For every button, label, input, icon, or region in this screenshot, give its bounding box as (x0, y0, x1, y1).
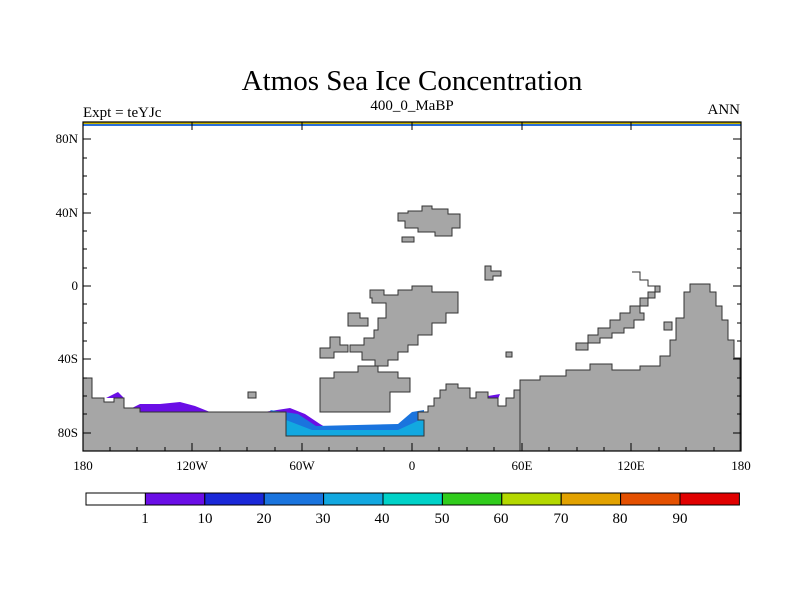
y-tick-label: 0 (72, 278, 79, 293)
colorbar-swatch (263, 492, 325, 506)
landmass-east-chain (575, 271, 661, 351)
colorbar-swatch (382, 492, 443, 506)
y-tick-label: 80N (56, 131, 79, 146)
x-tick-label: 180 (731, 458, 751, 473)
island-north-small (401, 236, 415, 243)
colorbar-swatch (679, 492, 740, 506)
island-south-small (247, 391, 257, 399)
x-axis-ticks (109, 122, 715, 451)
x-tick-label: 0 (409, 458, 416, 473)
colorbar-swatch (441, 492, 503, 506)
colorbar-label: 90 (673, 511, 688, 527)
sea-ice-center-fringe (270, 410, 424, 432)
landmass-south-block (319, 365, 411, 413)
period-label: 400_0_MaBP (370, 98, 453, 114)
colorbar-swatch (323, 492, 384, 506)
colorbar-label: 1 (141, 511, 149, 527)
colorbar-swatch (620, 492, 681, 506)
colorbar-label: 40 (375, 511, 390, 527)
map-plot-area: 80N 40N 0 40S 80S 180 120W 60W 0 60E 120… (56, 121, 751, 473)
colorbar-labels: 1 10 20 30 40 50 60 70 80 90 (141, 511, 687, 527)
island-tiny (505, 351, 513, 358)
colorbar-boxes (85, 492, 740, 506)
colorbar-swatch (144, 492, 206, 506)
landmass-central (349, 285, 459, 367)
colorbar-label: 20 (257, 511, 272, 527)
season-label: ANN (708, 102, 741, 118)
y-tick-label: 40S (58, 351, 78, 366)
colorbar-legend: 1 10 20 30 40 50 60 70 80 90 (85, 492, 740, 527)
landmass-southern-ribbon (82, 377, 521, 452)
colorbar-label: 80 (613, 511, 628, 527)
colorbar-swatch (560, 492, 622, 506)
colorbar-label: 30 (316, 511, 331, 527)
colorbar-label: 10 (198, 511, 213, 527)
y-axis-ticks (83, 138, 741, 434)
x-axis-labels: 180 120W 60W 0 60E 120E 180 (73, 458, 751, 473)
island-west-a (347, 312, 369, 327)
x-tick-label: 120W (176, 458, 209, 473)
sea-ice-center (286, 418, 424, 436)
colorbar-swatch (85, 492, 146, 506)
y-axis-labels: 80N 40N 0 40S 80S (56, 131, 79, 440)
island-mid-small (484, 265, 502, 281)
y-tick-label: 80S (58, 425, 78, 440)
landmass-east-large (519, 283, 741, 452)
island-west-b (319, 336, 349, 359)
island-east-small (663, 321, 673, 331)
landmass-asia-north (397, 205, 461, 237)
colorbar-swatch (501, 492, 562, 506)
y-tick-label: 40N (56, 205, 79, 220)
colorbar-label: 60 (494, 511, 509, 527)
x-tick-label: 180 (73, 458, 93, 473)
x-tick-label: 60W (289, 458, 315, 473)
x-tick-label: 60E (512, 458, 533, 473)
figure-title: Atmos Sea Ice Concentration (242, 65, 583, 97)
experiment-label: Expt = teYJc (83, 105, 162, 121)
colorbar-label: 50 (435, 511, 450, 527)
colorbar-swatch (204, 492, 265, 506)
x-tick-label: 120E (617, 458, 645, 473)
colorbar-label: 70 (554, 511, 569, 527)
